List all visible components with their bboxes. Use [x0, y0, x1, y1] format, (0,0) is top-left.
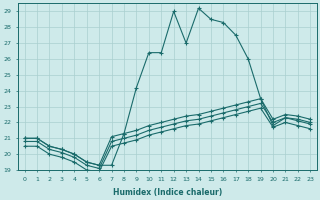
- X-axis label: Humidex (Indice chaleur): Humidex (Indice chaleur): [113, 188, 222, 197]
